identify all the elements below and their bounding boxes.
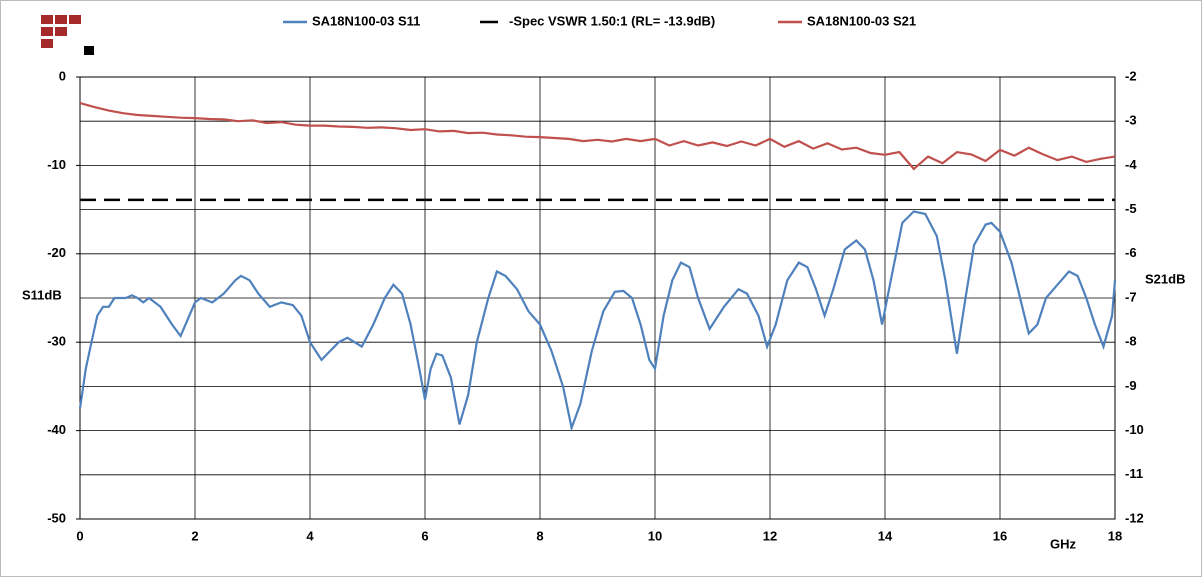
y-tick-label: 0 [59,68,66,83]
legend-label: SA18N100-03 S21 [807,13,916,28]
plot-frame [79,76,1116,520]
y-tick-label: -50 [47,510,66,525]
x-tick-label: 8 [536,528,543,543]
x-tick-label: 14 [878,528,893,543]
legend-label: SA18N100-03 S11 [312,13,420,28]
y-tick-label: -30 [47,334,66,349]
y2-tick-label: -11 [1125,466,1143,481]
y2-tick-label: -6 [1125,245,1137,260]
y-tick-label: -40 [47,422,66,437]
series-line [78,210,1117,432]
y2-tick-label: -8 [1125,334,1137,349]
y2-tick-label: -5 [1125,201,1137,216]
y2-tick-label: -2 [1125,68,1137,83]
x-tick-label: 12 [763,528,777,543]
series-line [79,102,1116,171]
y2-tick-label: -4 [1125,157,1137,172]
y-tick-label: -20 [47,245,66,260]
y-axis-label: S11dB [22,287,62,302]
x-tick-label: 18 [1108,528,1122,543]
x-tick-label: 4 [306,528,314,543]
x-tick-label: 2 [191,528,198,543]
y2-tick-label: -7 [1125,289,1137,304]
legend-label: -Spec VSWR 1.50:1 (RL= -13.9dB) [509,13,715,28]
x-tick-label: 16 [993,528,1007,543]
y2-tick-label: -3 [1125,113,1137,128]
y-tick-label: -10 [47,157,66,172]
x-axis-label: GHz [1050,536,1077,551]
x-tick-label: 6 [421,528,428,543]
y2-tick-label: -10 [1125,422,1144,437]
y2-tick-label: -9 [1125,378,1137,393]
logo [41,15,94,55]
y2-axis-label: S21dB [1145,271,1185,286]
x-tick-label: 0 [76,528,83,543]
y2-tick-label: -12 [1125,510,1144,525]
x-tick-label: 10 [648,528,662,543]
